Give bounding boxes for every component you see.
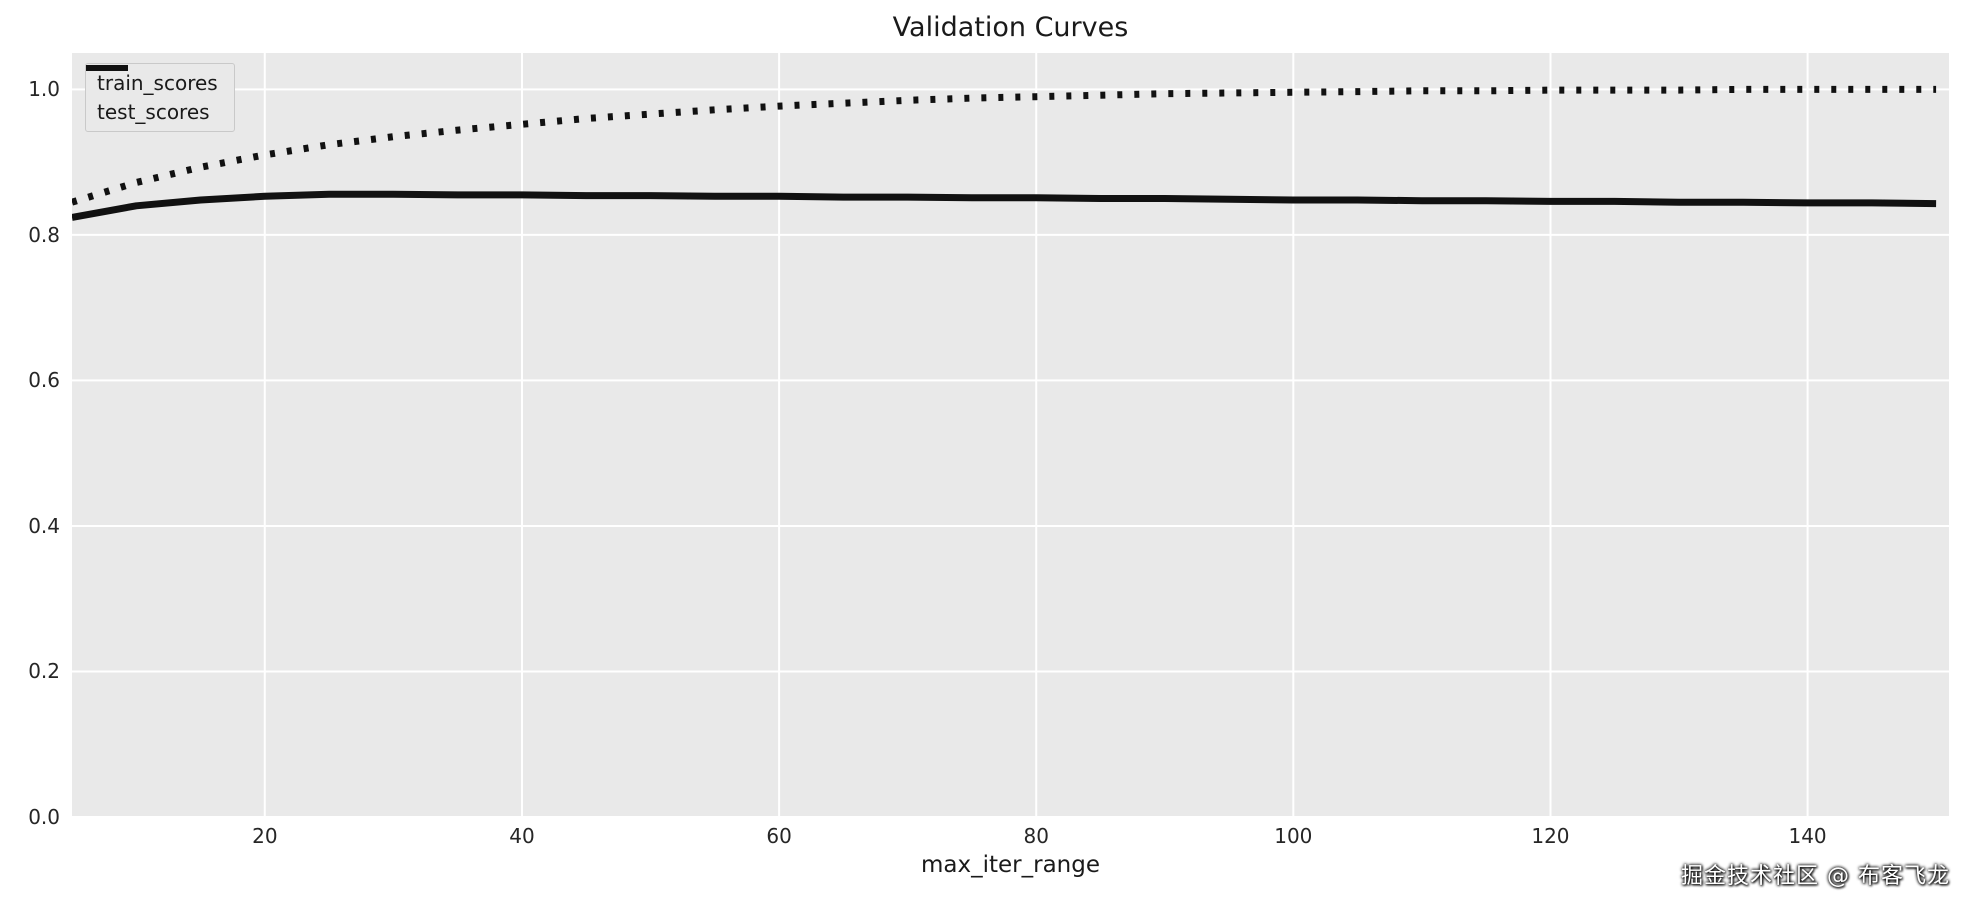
plot-area: train_scores test_scores — [72, 53, 1949, 817]
y-tick-label: 0.6 — [28, 368, 60, 393]
y-tick-label: 0.4 — [28, 513, 60, 538]
chart-title: Validation Curves — [892, 12, 1129, 43]
x-tick-label: 40 — [509, 824, 535, 848]
y-tick-label: 1.0 — [28, 77, 60, 102]
legend-item: test_scores — [86, 65, 218, 124]
plot-svg — [72, 53, 1949, 817]
series-line-train_scores — [72, 85, 1937, 206]
x-axis-label: max_iter_range — [920, 852, 1100, 878]
x-tick-label: 20 — [252, 824, 278, 848]
y-tick-label: 0.8 — [28, 222, 60, 247]
watermark: 掘金技术社区 @ 布客飞龙 — [1681, 864, 1950, 889]
legend-line-sample — [86, 65, 128, 71]
x-tick-label: 60 — [766, 824, 792, 848]
x-tick-label: 120 — [1531, 824, 1570, 848]
y-tick-label: 0.0 — [28, 805, 60, 829]
y-tick-label: 0.2 — [28, 659, 60, 684]
legend: train_scores test_scores — [85, 63, 235, 132]
legend-label: train_scores — [97, 71, 218, 95]
series-line-test_scores — [72, 190, 1937, 221]
legend-label: test_scores — [97, 100, 210, 124]
x-tick-label: 100 — [1274, 824, 1313, 848]
x-tick-label: 80 — [1023, 824, 1049, 848]
legend-item: train_scores — [86, 65, 218, 95]
x-tick-label: 140 — [1788, 824, 1827, 848]
